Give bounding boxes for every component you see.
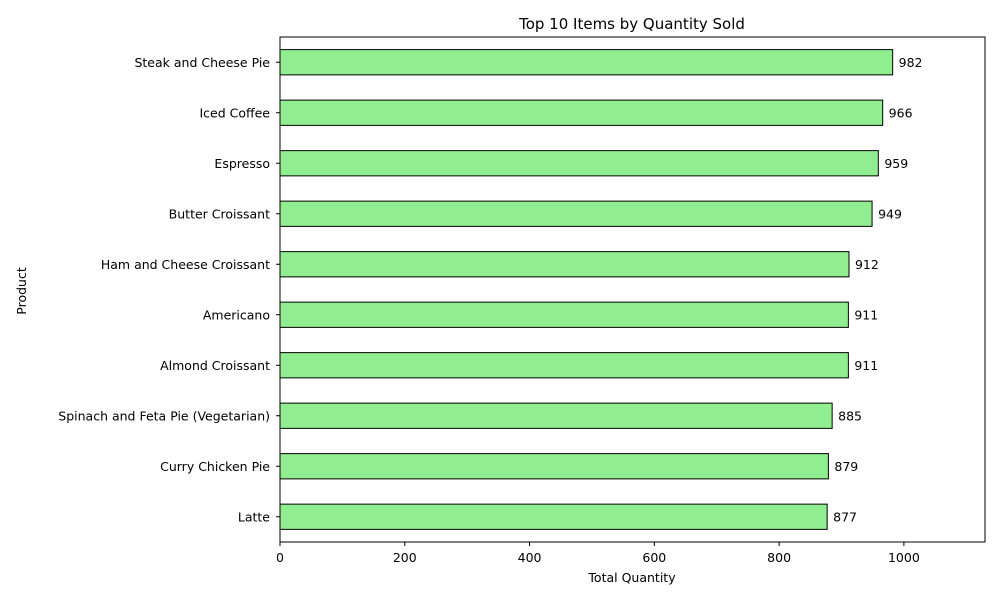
bar-espresso (279, 150, 879, 177)
x-tick-label: 200 (393, 550, 417, 565)
data-label: 911 (854, 358, 878, 373)
plot-frame (279, 36, 986, 543)
bar-latte (279, 503, 828, 530)
bar-curry-chicken-pie (279, 453, 829, 480)
y-tick-label: Almond Croissant (160, 358, 270, 373)
bar-butter-croissant (279, 200, 873, 227)
y-tick-label: Ham and Cheese Croissant (101, 257, 270, 272)
bar-americano (279, 301, 849, 328)
bar-iced-coffee (279, 99, 884, 126)
data-label: 885 (838, 408, 862, 423)
y-tick-label: Iced Coffee (199, 105, 270, 120)
x-axis-ticks: 0 200 400 600 800 1000 (276, 542, 920, 565)
y-tick-label: Espresso (214, 156, 270, 171)
x-tick-label: 400 (518, 550, 542, 565)
chart-title: Top 10 Items by Quantity Sold (518, 15, 745, 33)
y-tick-label: Steak and Cheese Pie (134, 55, 270, 70)
data-label: 879 (834, 459, 858, 474)
x-tick-label: 800 (767, 550, 791, 565)
x-tick-label: 1000 (888, 550, 920, 565)
bar-spinach-and-feta-pie-vegetarian (279, 402, 833, 429)
data-label: 959 (884, 156, 908, 171)
y-tick-label: Latte (238, 509, 270, 524)
data-label: 949 (878, 206, 902, 221)
x-tick-label: 0 (276, 550, 284, 565)
bar-almond-croissant (279, 352, 849, 379)
y-tick-label: Americano (203, 307, 270, 322)
data-labels: 982 966 959 949 912 911 911 885 879 877 (833, 55, 922, 525)
data-label: 911 (854, 307, 878, 322)
data-label: 966 (889, 105, 913, 120)
y-axis-title: Product (14, 267, 29, 315)
bar-steak-and-cheese-pie (279, 49, 894, 76)
data-label: 877 (833, 509, 857, 524)
data-label: 912 (855, 257, 879, 272)
data-label: 982 (899, 55, 923, 70)
x-axis-title: Total Quantity (587, 570, 676, 585)
bars-layer (279, 49, 894, 530)
y-tick-label: Curry Chicken Pie (160, 459, 270, 474)
bar-ham-and-cheese-croissant (279, 251, 850, 278)
y-axis-ticks: Steak and Cheese Pie Iced Coffee Espresso B… (58, 55, 280, 524)
y-tick-label: Butter Croissant (169, 206, 270, 221)
x-tick-label: 600 (642, 550, 666, 565)
y-tick-label: Spinach and Feta Pie (Vegetarian) (58, 408, 270, 423)
